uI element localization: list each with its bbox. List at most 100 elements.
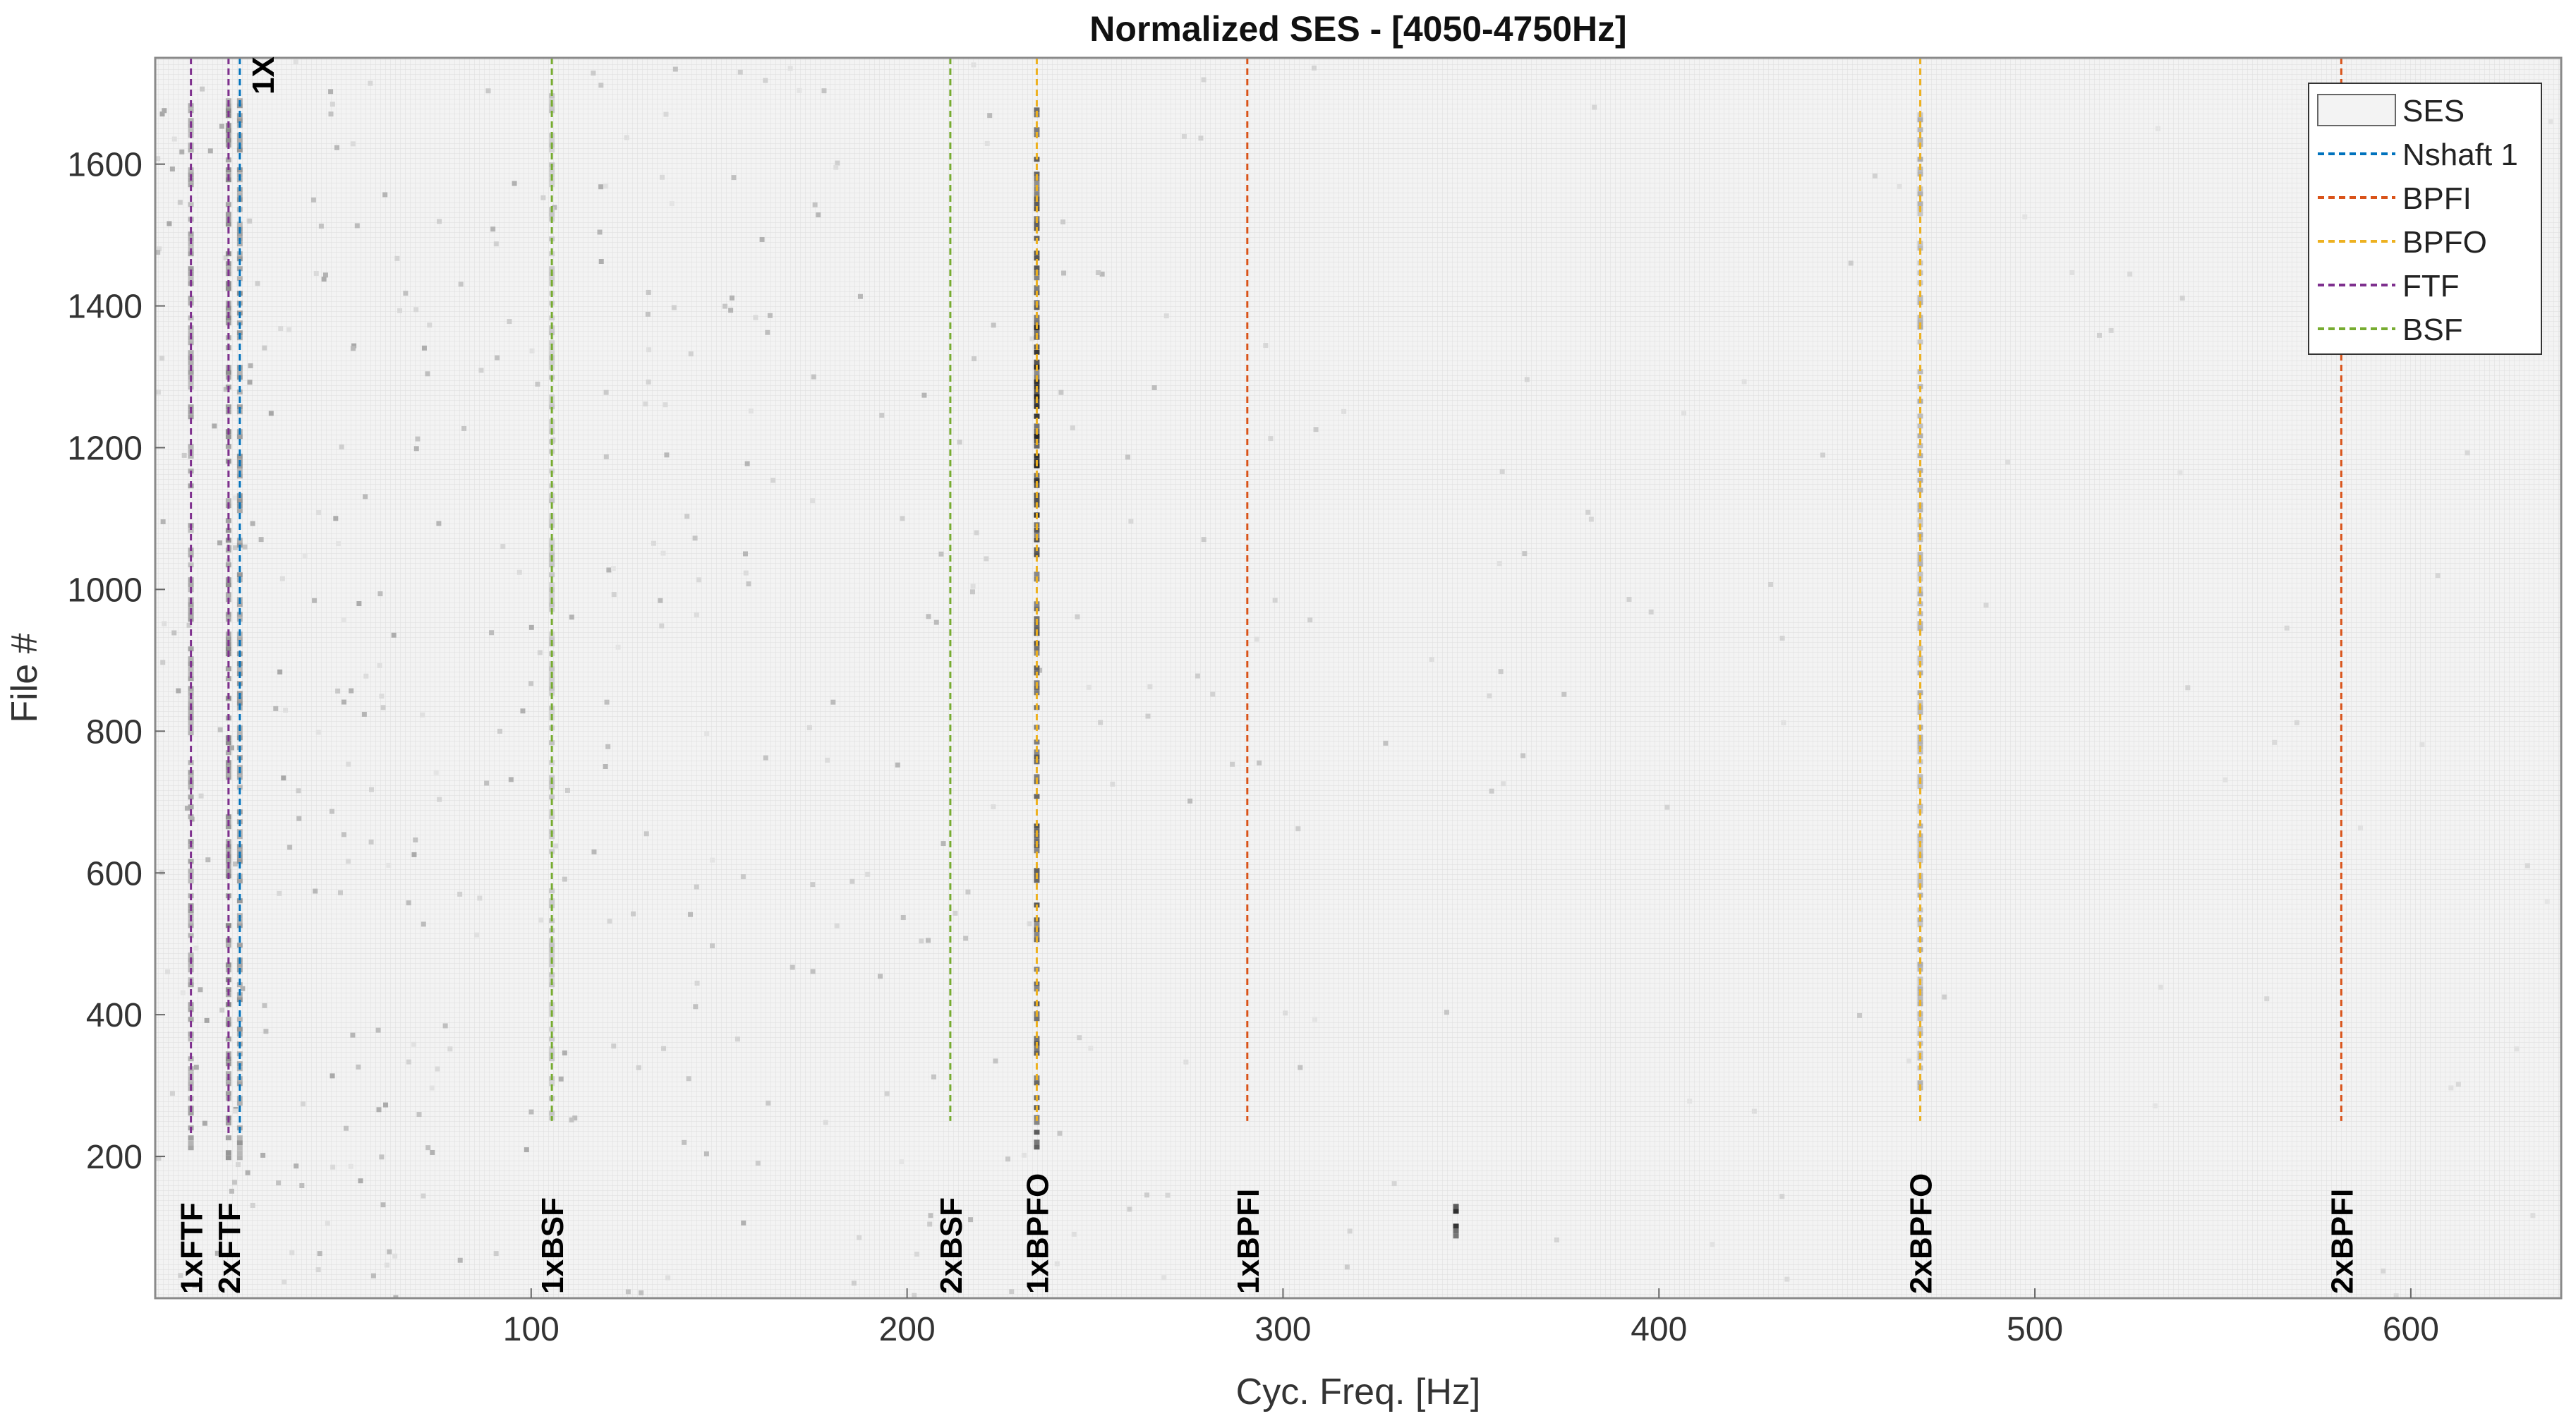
heatmap-cell xyxy=(437,219,442,224)
heatmap-cell xyxy=(823,1120,828,1125)
intensity-cell xyxy=(1917,848,1923,854)
heatmap-cell xyxy=(375,1027,381,1033)
heatmap-cell xyxy=(337,890,343,895)
heatmap-cell xyxy=(1210,691,1216,697)
heatmap-cell xyxy=(171,630,177,636)
intensity-cell xyxy=(1034,1120,1040,1125)
heatmap-cell xyxy=(569,615,574,620)
intensity-cell xyxy=(236,330,243,336)
heatmap-cell xyxy=(255,281,260,286)
intensity-cell xyxy=(188,266,194,272)
heatmap-cell xyxy=(759,236,765,242)
intensity-cell xyxy=(188,602,194,607)
intensity-cell xyxy=(188,1135,194,1141)
heatmap-cell xyxy=(812,202,818,207)
intensity-cell xyxy=(549,212,555,217)
intensity-cell xyxy=(188,108,194,114)
heatmap-cell xyxy=(1311,65,1317,71)
legend: SES Nshaft 1 BPFI BPFO FTF BSF xyxy=(2308,83,2542,355)
heatmap-cell xyxy=(1257,760,1262,766)
intensity-cell xyxy=(236,454,243,459)
heatmap-cell xyxy=(722,303,728,309)
intensity-cell xyxy=(225,814,231,820)
heatmap-cell xyxy=(233,861,238,867)
intensity-cell xyxy=(225,1091,231,1096)
heatmap-cell xyxy=(746,581,751,587)
intensity-cell xyxy=(236,231,243,237)
heatmap-cell xyxy=(507,319,512,325)
heatmap-cell xyxy=(790,964,795,970)
intensity-cell xyxy=(236,404,243,410)
heatmap-cell xyxy=(606,567,612,573)
intensity-cell xyxy=(225,1150,231,1156)
heatmap-cell xyxy=(341,617,347,623)
heatmap-cell xyxy=(834,923,840,928)
intensity-cell xyxy=(225,266,231,272)
heatmap-cell xyxy=(1187,798,1193,804)
heatmap-cell xyxy=(160,660,166,665)
intensity-cell xyxy=(188,370,194,375)
intensity-cell xyxy=(188,646,194,652)
heatmap-cell xyxy=(328,89,334,95)
heatmap-cell xyxy=(2108,327,2114,333)
intensity-cell xyxy=(1917,191,1923,197)
intensity-cell xyxy=(1034,986,1040,992)
intensity-cell xyxy=(1917,784,1923,789)
heatmap-cell xyxy=(968,1217,974,1223)
intensity-cell xyxy=(549,1046,555,1052)
intensity-cell xyxy=(1034,1080,1040,1086)
y-tick-label: 1600 xyxy=(67,147,143,184)
heatmap-cell xyxy=(351,343,357,349)
heatmap-cell xyxy=(1341,409,1347,414)
heatmap-cell xyxy=(299,1182,305,1188)
heatmap-cell xyxy=(728,308,734,313)
heatmap-cell xyxy=(296,816,302,821)
intensity-cell xyxy=(236,923,243,928)
heatmap-cell xyxy=(974,530,979,536)
heatmap-cell xyxy=(933,619,939,625)
heatmap-cell xyxy=(1391,1181,1397,1187)
intensity-cell xyxy=(225,108,231,114)
legend-label: FTF xyxy=(2402,269,2460,303)
marker-label: 1X xyxy=(246,56,281,95)
heatmap-cell xyxy=(2096,332,2102,338)
intensity-cell xyxy=(549,360,555,365)
heatmap-cell xyxy=(457,891,463,897)
heatmap-cell xyxy=(322,272,328,278)
heatmap-cell xyxy=(178,1273,183,1278)
heatmap-cell xyxy=(300,1101,306,1107)
heatmap-cell xyxy=(349,688,354,694)
heatmap-cell xyxy=(1201,77,1207,83)
heatmap-cell xyxy=(1151,385,1157,390)
heatmap-cell xyxy=(350,141,356,147)
heatmap-cell xyxy=(562,876,567,882)
heatmap-cell xyxy=(421,345,427,351)
heatmap-cell xyxy=(538,917,544,923)
heatmap-cell xyxy=(991,322,996,328)
heatmap-cell xyxy=(643,831,649,837)
heatmap-cell xyxy=(1751,1108,1757,1114)
legend-label: SES xyxy=(2402,94,2465,128)
intensity-cell xyxy=(188,1140,194,1146)
intensity-cell xyxy=(549,1027,555,1032)
intensity-cell xyxy=(188,1071,194,1077)
heatmap-cell xyxy=(180,990,186,996)
heatmap-cell xyxy=(413,446,419,452)
intensity-cell xyxy=(549,276,555,282)
y-axis-ticks: 200 400 600 800 1000 1200 1400 1600 xyxy=(67,147,165,1176)
heatmap-cell xyxy=(380,705,386,710)
heatmap-cell xyxy=(598,184,604,190)
heatmap-cell xyxy=(857,1235,862,1240)
intensity-cell xyxy=(549,636,555,642)
intensity-cell xyxy=(549,740,555,746)
heatmap-cell xyxy=(1165,1192,1171,1198)
heatmap-cell xyxy=(763,755,768,761)
heatmap-cell xyxy=(377,662,382,668)
intensity-cell xyxy=(188,128,194,133)
heatmap-cell xyxy=(159,356,165,361)
heatmap-cell xyxy=(497,728,503,734)
heatmap-cell xyxy=(661,1046,667,1051)
heatmap-cell xyxy=(348,1163,353,1169)
heatmap-cell xyxy=(660,550,666,556)
intensity-cell xyxy=(188,444,194,449)
